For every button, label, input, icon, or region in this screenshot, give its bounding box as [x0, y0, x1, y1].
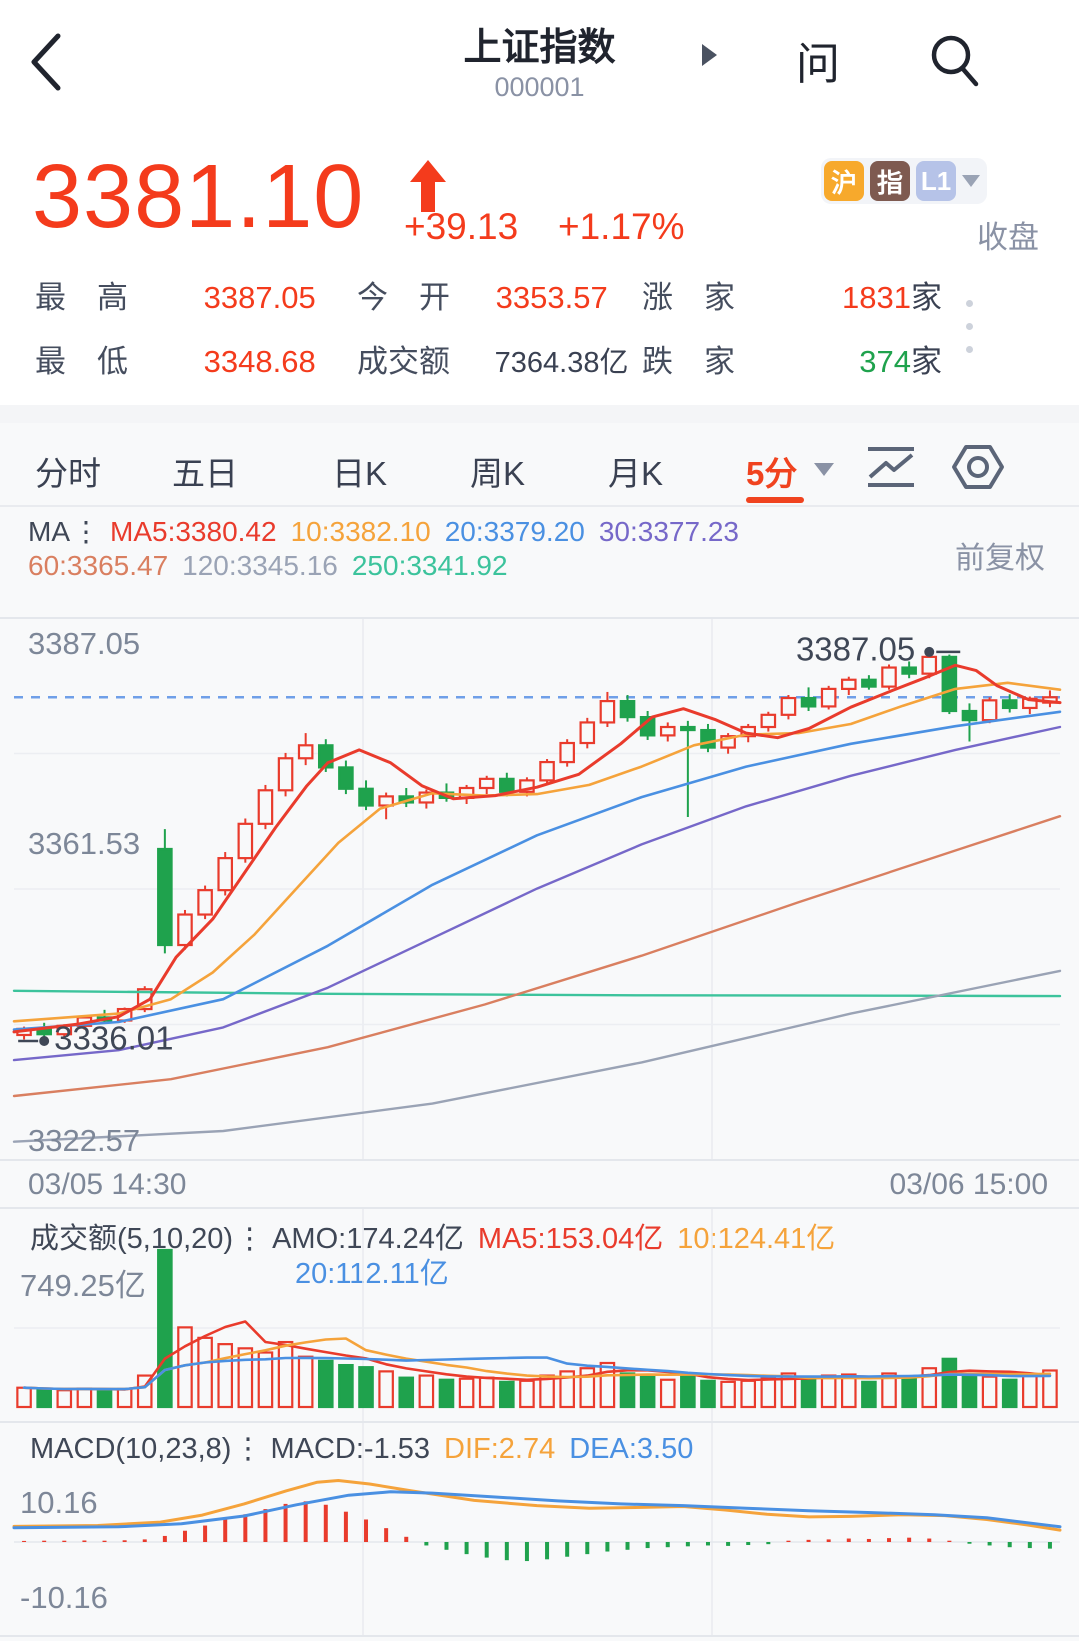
svg-text:03/06 15:00: 03/06 15:00 [890, 1168, 1048, 1201]
macd-value: MACD:-1.53 [270, 1433, 431, 1465]
last-price: 3381.10 [32, 147, 365, 247]
stock-code: 000001 [494, 72, 585, 102]
stat-low-value: 3348.68 [203, 344, 316, 379]
badge-sh: 沪 [824, 161, 864, 201]
price-change: +39.13 [404, 206, 519, 247]
expand-arrow-icon[interactable] [702, 44, 717, 66]
market-badges[interactable]: 沪 指 L1 [821, 158, 987, 204]
vol-ma10-value: 10:124.41亿 [677, 1223, 836, 1255]
macd-lines [12, 1479, 1062, 1532]
candles [16, 651, 1058, 1042]
svg-text:10.16: 10.16 [20, 1485, 98, 1520]
ma250-value: 250:3341.92 [351, 550, 508, 581]
stat-decliners: 跌 家 374家 [642, 336, 942, 381]
axis-labels: 3387.05 3361.53 3322.57 03/05 14:30 03/06 15… [20, 626, 1048, 1615]
up-arrow-icon [410, 160, 446, 212]
section-divider [0, 405, 1079, 423]
volume-legend-line1: 成交额(5,10,20)⋮ AMO:174.24亿 MA5:153.04亿 10:12… [30, 1223, 836, 1255]
adjust-mode-button[interactable]: 前复权 [955, 542, 1045, 575]
page-title: 上证指数 [463, 27, 616, 69]
macd-legend: MACD(10,23,8)⋮ MACD:-1.53 DIF:2.74 DEA:3.50 [30, 1433, 694, 1465]
grid-lines [0, 617, 1079, 1637]
stat-open: 今 开 3353.57 [357, 272, 608, 317]
dea-value: DEA:3.50 [569, 1433, 694, 1465]
svg-text:-10.16: -10.16 [20, 1580, 108, 1615]
stat-low: 最 低 3348.68 [35, 336, 316, 381]
annotations: 3387.05 3336.01 [18, 631, 961, 1057]
tab-weekly[interactable]: 周K [470, 455, 526, 492]
market-status: 收盘 [977, 220, 1039, 255]
svg-text:749.25亿: 749.25亿 [20, 1268, 146, 1303]
ma120-value: 120:3345.16 [182, 550, 338, 581]
vol-ma20-value: 20:112.11亿 [295, 1258, 449, 1290]
ma20-value: 20:3379.20 [444, 516, 585, 547]
stat-advancers-value: 1831家 [842, 280, 942, 315]
stat-high-label: 最 高 [35, 280, 128, 315]
svg-text:03/05 14:30: 03/05 14:30 [28, 1168, 186, 1201]
macd-histogram [22, 1501, 1052, 1562]
chart-section: 分时 五日 日K 周K 月K 5分 MA⋮ MA5:3380.42 10:3382.… [0, 423, 1079, 1641]
badge-index: 指 [870, 161, 910, 201]
ma10-value: 10:3382.10 [290, 516, 431, 547]
tab-monthly[interactable]: 月K [608, 455, 664, 492]
badge-l1: L1 [916, 161, 956, 201]
svg-text:3336.01: 3336.01 [54, 1020, 173, 1057]
search-icon[interactable] [922, 28, 988, 94]
ma-legend-line2: 60:3365.47 120:3345.16 250:3341.92 [28, 550, 522, 582]
price-ma-lines [12, 663, 1062, 1143]
dif-value: DIF:2.74 [444, 1433, 556, 1465]
amo-value: AMO:174.24亿 [272, 1223, 464, 1255]
period-tabbar: 分时 五日 日K 周K 月K 5分 [0, 423, 1079, 507]
stat-high: 最 高 3387.05 [35, 272, 316, 317]
tab-5day[interactable]: 五日 [172, 455, 238, 492]
ma30-value: 30:3377.23 [598, 516, 739, 547]
stat-low-label: 最 低 [35, 344, 128, 379]
svg-text:3361.53: 3361.53 [28, 826, 140, 861]
stat-amount: 成交额 7364.38亿 [357, 336, 628, 381]
ma-legend-line1: MA⋮ MA5:3380.42 10:3382.10 20:3379.20 30:337… [28, 516, 739, 547]
stat-advancers: 涨 家 1831家 [642, 272, 942, 317]
chevron-down-icon[interactable] [962, 175, 980, 187]
chevron-down-icon[interactable] [814, 463, 834, 476]
svg-text:3387.05: 3387.05 [28, 626, 140, 661]
stat-high-value: 3387.05 [203, 280, 316, 315]
kline-chart[interactable]: 3387.05 3361.53 3322.57 03/05 14:30 03/06 15… [0, 590, 1079, 1641]
volume-ma-lines [22, 1320, 1052, 1391]
chart-settings-icon[interactable] [950, 439, 1006, 495]
ma60-value: 60:3365.47 [28, 550, 169, 581]
price-change-percent: +1.17% [558, 206, 685, 247]
stat-open-label: 今 开 [357, 280, 450, 315]
tab-minute[interactable]: 分时 [35, 455, 101, 492]
stat-decliners-value: 374家 [859, 344, 942, 379]
ask-button[interactable]: 问 [796, 40, 840, 89]
svg-text:3387.05: 3387.05 [796, 631, 915, 668]
tab-5min-active[interactable]: 5分 [746, 455, 798, 492]
stat-open-value: 3353.57 [495, 280, 608, 315]
more-menu-icon[interactable] [966, 300, 973, 369]
stat-decliners-label: 跌 家 [642, 344, 735, 379]
stat-advancers-label: 涨 家 [642, 280, 735, 315]
stat-amount-value: 7364.38亿 [494, 347, 629, 379]
svg-text:3322.57: 3322.57 [28, 1123, 140, 1158]
back-button[interactable] [24, 30, 68, 94]
chart-style-icon[interactable] [864, 443, 918, 491]
stat-amount-label: 成交额 [357, 344, 450, 379]
tab-daily[interactable]: 日K [332, 455, 388, 492]
vol-ma5-value: MA5:153.04亿 [477, 1223, 664, 1255]
active-tab-underline [746, 497, 804, 503]
ma5-value: MA5:3380.42 [110, 516, 277, 547]
volume-legend-line2: 20:112.11亿 [295, 1250, 463, 1292]
